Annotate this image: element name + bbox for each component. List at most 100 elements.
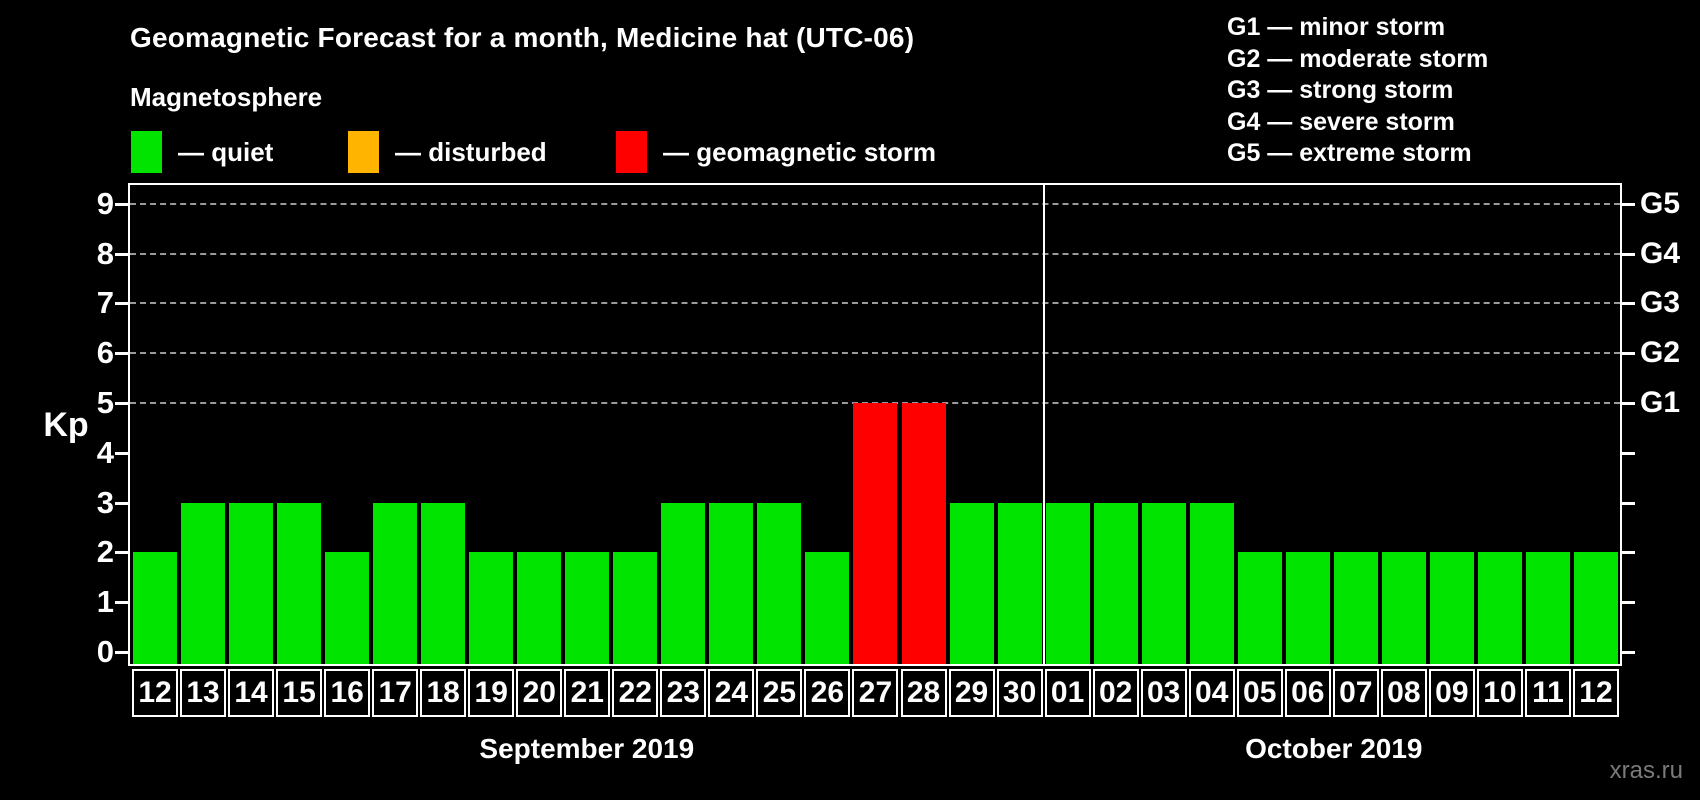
- month-label-left: September 2019: [479, 733, 695, 764]
- g-legend-line-5: G5 — extreme storm: [1227, 139, 1472, 167]
- legend-item-storm: — geomagnetic storm: [616, 131, 936, 173]
- kp-bar-day-18: [421, 502, 466, 664]
- y-axis-tick-label: 7: [96, 285, 114, 321]
- y-axis-tick-label: 5: [96, 385, 114, 420]
- y-axis-tick-right: [1622, 402, 1635, 405]
- x-axis-day-label: 10: [1476, 669, 1523, 717]
- y-axis-tick-right: [1622, 202, 1635, 206]
- legend-label-storm: — geomagnetic storm: [663, 136, 937, 167]
- kp-bar-day-07: [1333, 552, 1378, 664]
- kp-bar-day-17: [373, 502, 418, 664]
- right-axis-label-g1: G1: [1640, 386, 1681, 419]
- kp-gridline-6: [130, 352, 1620, 355]
- x-axis-day-label: 06: [1284, 669, 1331, 717]
- x-axis-day-label: 16: [324, 669, 371, 717]
- x-axis-day-label: 24: [708, 669, 755, 717]
- kp-bar-day-02: [1093, 502, 1138, 664]
- g-legend-line-2: G2 — moderate storm: [1227, 44, 1489, 73]
- x-axis-day-label: 26: [804, 669, 851, 717]
- x-axis-day-label: 11: [1524, 669, 1571, 717]
- x-axis-day-label: 17: [372, 669, 419, 717]
- y-axis-tick-label: 4: [96, 434, 114, 470]
- x-axis-day-label: 15: [276, 669, 323, 717]
- x-axis-day-label: 12: [1572, 669, 1619, 717]
- kp-gridline-8: [130, 252, 1620, 255]
- x-axis-day-label: 04: [1188, 669, 1235, 717]
- y-axis-tick-label: 2: [96, 534, 114, 570]
- kp-bar-day-23: [661, 502, 706, 664]
- y-axis-tick-right: [1622, 451, 1635, 455]
- g-legend-line-4: G4 — severe storm: [1227, 107, 1455, 136]
- y-axis-tick-right: [1622, 551, 1635, 555]
- kp-bar-day-29: [949, 502, 994, 664]
- y-axis-tick-left: [115, 252, 128, 256]
- g-scale-legend: G1 — minor storm G2 — moderate storm G3 — …: [1227, 12, 1488, 170]
- x-axis-day-label: 22: [612, 669, 659, 717]
- x-axis-day-label: 14: [228, 669, 275, 717]
- right-axis-label-g2: G2: [1640, 336, 1681, 370]
- right-axis-label-g4: G4: [1640, 236, 1681, 270]
- kp-bar-day-25: [757, 502, 802, 664]
- kp-bar-day-01: [1045, 502, 1090, 664]
- x-axis-day-label: 29: [948, 669, 995, 717]
- x-axis-day-label: 21: [564, 669, 611, 717]
- kp-bar-day-13: [181, 502, 226, 664]
- kp-gridline-9: [130, 202, 1620, 205]
- y-axis-tick-label: 9: [96, 185, 114, 221]
- legend-item-quiet: — quiet: [131, 131, 273, 173]
- y-axis-tick-left: [115, 202, 128, 206]
- x-axis-day-label: 27: [852, 669, 899, 717]
- magnetosphere-legend-heading: Magnetosphere: [130, 82, 323, 112]
- y-axis-tick-left: [115, 501, 128, 505]
- g-legend-line-1: G1 — minor storm: [1227, 13, 1446, 41]
- right-axis-label-g3: G3: [1640, 286, 1681, 320]
- x-axis-day-label: 20: [516, 669, 563, 717]
- legend-item-disturbed: — disturbed: [348, 131, 547, 173]
- x-axis-day-label: 01: [1044, 669, 1091, 717]
- y-axis-tick-right: [1622, 252, 1635, 256]
- y-axis-tick-label: 0: [96, 634, 114, 669]
- x-axis-day-label: 05: [1236, 669, 1283, 717]
- kp-bar-day-22: [613, 552, 658, 664]
- x-axis-day-label: 19: [468, 669, 515, 717]
- y-axis-tick-right: [1622, 601, 1635, 605]
- y-axis-tick-right: [1622, 352, 1635, 356]
- watermark: xras.ru: [1609, 757, 1683, 784]
- month-label-right: October 2019: [1245, 733, 1423, 764]
- x-axis-day-label: 12: [132, 669, 178, 717]
- legend-swatch-quiet-icon: [131, 131, 162, 173]
- y-axis-tick-right: [1622, 651, 1635, 654]
- kp-bar-day-14: [229, 502, 274, 664]
- x-axis-day-label: 09: [1428, 669, 1475, 717]
- legend-label-disturbed: — disturbed: [395, 136, 547, 167]
- x-axis-day-label: 08: [1380, 669, 1427, 717]
- kp-bar-day-05: [1237, 552, 1282, 664]
- kp-bar-day-10: [1477, 552, 1522, 664]
- legend-swatch-disturbed-icon: [348, 131, 379, 173]
- y-axis-tick-right: [1622, 302, 1635, 306]
- kp-bar-day-04: [1189, 502, 1234, 664]
- kp-bar-day-30: [997, 502, 1042, 664]
- x-axis-day-label: 18: [420, 669, 467, 717]
- y-axis-title: Kp: [43, 406, 89, 444]
- kp-bar-day-12: [133, 552, 177, 664]
- y-axis-tick-label: 3: [96, 484, 114, 520]
- kp-gridline-7: [130, 302, 1620, 305]
- kp-bar-day-03: [1141, 502, 1186, 664]
- y-axis-tick-left: [115, 302, 128, 306]
- chart-title: Geomagnetic Forecast for a month, Medici…: [130, 22, 915, 53]
- kp-bar-day-08: [1381, 552, 1426, 664]
- kp-bar-day-27: [853, 403, 898, 664]
- x-axis-day-label: 03: [1140, 669, 1187, 717]
- y-axis-tick-left: [115, 352, 128, 356]
- kp-bar-day-20: [517, 552, 562, 664]
- x-axis-day-label: 13: [180, 669, 227, 717]
- y-axis-tick-left: [115, 601, 128, 605]
- kp-bar-day-09: [1429, 552, 1474, 664]
- x-axis-day-label: 30: [996, 669, 1043, 717]
- right-axis-label-g5: G5: [1640, 186, 1681, 220]
- y-axis-tick-left: [115, 402, 128, 405]
- y-axis-tick-label: 6: [96, 335, 114, 371]
- x-axis-day-label: 28: [900, 669, 947, 717]
